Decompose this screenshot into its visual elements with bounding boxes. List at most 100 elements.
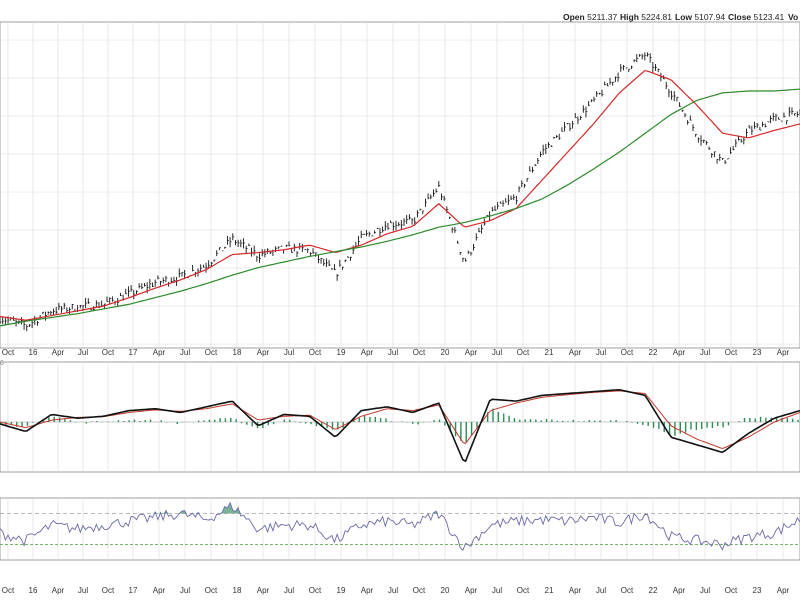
x-tick-label: Oct xyxy=(517,348,530,357)
macd-histogram-bar xyxy=(230,417,232,422)
macd-histogram-bar xyxy=(786,418,789,422)
macd-histogram-bar xyxy=(503,413,505,422)
macd-histogram-bar xyxy=(363,415,366,422)
macd-histogram-bar xyxy=(701,422,703,430)
macd-histogram-bar xyxy=(358,417,360,422)
close-readout: Close 5123.41 xyxy=(728,12,785,22)
macd-histogram-bar xyxy=(781,417,783,422)
x-tick-label: Oct xyxy=(2,348,15,357)
macd-histogram-bar xyxy=(299,422,302,423)
volume-readout: Vo xyxy=(788,12,799,22)
macd-histogram-bar xyxy=(652,422,655,428)
macd-histogram-bar xyxy=(588,420,591,422)
macd-histogram-bar xyxy=(631,422,633,423)
macd-line xyxy=(0,388,800,463)
x-tick-label: Oct xyxy=(205,348,218,357)
macd-histogram-bar xyxy=(214,419,216,422)
x-tick-label: Jul xyxy=(284,586,294,595)
macd-histogram-bar xyxy=(674,422,676,436)
macd-histogram-bar xyxy=(48,417,50,422)
macd-histogram-bar xyxy=(123,421,125,422)
panel-frame-2 xyxy=(0,497,800,561)
ohlc-header: Open 5211.37 High 5224.81 Low 5107.94 Cl… xyxy=(0,0,800,22)
x-tick-label: Oct xyxy=(725,586,738,595)
macd-histogram-bar xyxy=(128,420,130,422)
x-tick-label: 19 xyxy=(337,348,346,357)
x-tick-label: Apr xyxy=(673,348,686,357)
x-tick-label: Apr xyxy=(777,586,790,595)
x-tick-label: Oct xyxy=(517,586,530,595)
macd-histogram-bar xyxy=(0,422,2,424)
macd-histogram-bar xyxy=(251,422,253,427)
macd-histogram-bar xyxy=(658,422,660,429)
macd-histogram-bar xyxy=(10,422,13,425)
x-tick-label: Apr xyxy=(465,586,478,595)
panel-frame-1 xyxy=(0,361,800,473)
macd-histogram-bar xyxy=(535,419,537,422)
x-tick-label: Oct xyxy=(102,348,115,357)
x-tick-label: Apr xyxy=(569,348,582,357)
macd-histogram-bar xyxy=(390,421,393,422)
x-tick-label: 20 xyxy=(441,348,450,357)
macd-histogram-bar xyxy=(551,419,553,422)
macd-histogram-bar xyxy=(449,422,451,432)
macd-histogram-bar xyxy=(235,419,237,422)
ma-short-line xyxy=(0,69,800,321)
x-tick-label: Jul xyxy=(492,348,502,357)
x-tick-label: 23 xyxy=(753,348,762,357)
x-tick-label: Apr xyxy=(777,348,790,357)
macd-histogram-bar xyxy=(321,422,323,426)
macd-histogram-bar xyxy=(765,417,767,422)
x-tick-label: Apr xyxy=(257,586,270,595)
macd-histogram-bar xyxy=(529,419,532,422)
x-tick-label: Jul xyxy=(78,586,88,595)
x-tick-label: Apr xyxy=(361,348,374,357)
macd-histogram-bar xyxy=(444,422,446,426)
macd-histogram-bar xyxy=(797,419,799,422)
macd-histogram-bar xyxy=(561,420,564,422)
macd-histogram-bar xyxy=(433,420,435,422)
macd-histogram-bar xyxy=(240,422,243,424)
macd-histogram-bar xyxy=(208,419,211,422)
macd-histogram-bar xyxy=(379,418,382,422)
macd-histogram-bar xyxy=(759,416,762,422)
macd-histogram-bar xyxy=(717,422,719,427)
macd-histogram-bar xyxy=(69,420,71,422)
macd-histogram-bar xyxy=(775,416,778,422)
macd-histogram-bar xyxy=(738,421,740,422)
macd-histogram-bar xyxy=(438,419,441,422)
x-tick-label: Oct xyxy=(725,348,738,357)
x-tick-label: Jul xyxy=(284,348,294,357)
macd-histogram-bar xyxy=(262,422,264,429)
macd-histogram-bar xyxy=(513,418,516,422)
x-tick-label: 16 xyxy=(29,348,38,357)
x-tick-label: Apr xyxy=(153,348,166,357)
macd-histogram-bar xyxy=(315,422,318,427)
macd-histogram-bar xyxy=(310,422,312,425)
macd-histogram-bar xyxy=(90,421,93,422)
x-tick-label: 20 xyxy=(441,586,450,595)
x-tick-label: Oct xyxy=(102,586,115,595)
x-tick-label: Jul xyxy=(180,586,190,595)
macd-histogram-bar xyxy=(642,422,644,425)
macd-histogram-bar xyxy=(572,419,574,422)
macd-histogram-bar xyxy=(412,422,414,424)
x-tick-label: Jul xyxy=(388,348,398,357)
macd-histogram-bar xyxy=(567,421,569,422)
x-tick-label: Jul xyxy=(180,348,190,357)
macd-histogram-bar xyxy=(454,422,457,437)
macd-histogram-bar xyxy=(577,421,580,422)
macd-histogram-bar xyxy=(176,422,178,425)
macd-histogram-bar xyxy=(626,421,628,422)
macd-histogram-bar xyxy=(160,420,162,422)
x-tick-label: Apr xyxy=(257,348,270,357)
x-tick-label: 18 xyxy=(233,586,242,595)
rsi-line xyxy=(0,501,800,551)
macd-histogram-bar xyxy=(385,418,387,422)
x-tick-label: 19 xyxy=(337,586,346,595)
macd-histogram-bar xyxy=(64,418,66,422)
macd-histogram-bar xyxy=(476,422,478,428)
macd-histogram-bar xyxy=(417,422,419,425)
macd-histogram-bar xyxy=(288,419,291,422)
